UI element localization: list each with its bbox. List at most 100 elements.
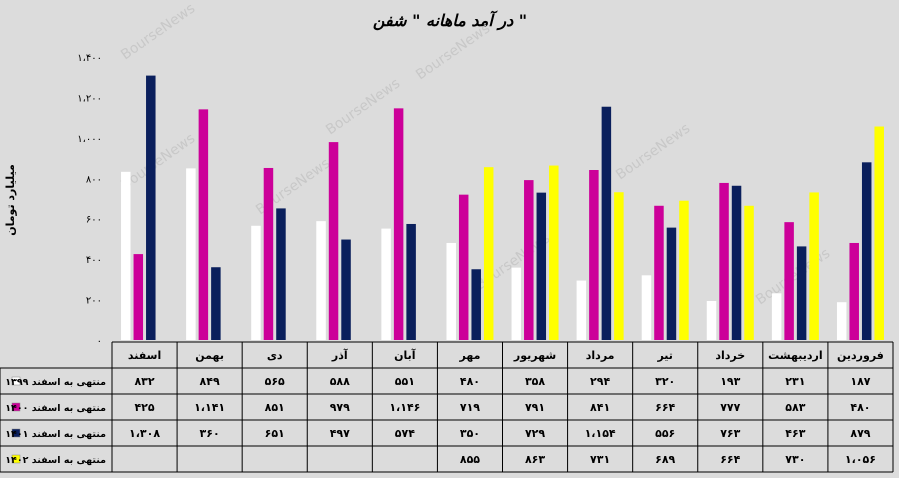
legend-swatch <box>11 402 21 412</box>
bar <box>706 300 717 340</box>
y-tick-label: ۶۰۰ <box>86 215 102 226</box>
legend-label: منتهی به اسفند ۱۳۹۹ <box>5 377 106 388</box>
legend-swatch <box>11 376 21 386</box>
bar <box>393 108 404 340</box>
bar <box>146 75 156 341</box>
data-label: ۴۸۰ <box>460 375 480 388</box>
bar <box>601 106 612 340</box>
y-axis: ۰ ۲۰۰ ۴۰۰ ۶۰۰ ۸۰۰ ۱،۰۰۰ ۱،۲۰۰ ۱،۴۰۰ <box>77 53 102 347</box>
data-label: ۳۲۰ <box>655 375 675 388</box>
bar <box>511 267 522 340</box>
data-label: ۸۳۲ <box>134 375 154 388</box>
bar <box>849 242 859 340</box>
data-label: ۷۱۹ <box>460 401 480 414</box>
bar <box>589 169 599 340</box>
x-tick-label: تیر <box>656 349 672 362</box>
bar <box>121 171 131 340</box>
data-label: ۱۹۳ <box>720 375 740 388</box>
bar <box>406 223 416 340</box>
bar <box>536 192 547 340</box>
data-label: ۷۷۷ <box>720 401 740 414</box>
bar <box>276 208 286 340</box>
data-label: ۵۸۸ <box>330 375 350 388</box>
bar <box>211 267 221 340</box>
chart-title: در آمد ماهانه " شفن " <box>373 10 527 31</box>
bar <box>328 142 339 340</box>
data-label: ۱،۱۴۶ <box>389 401 420 414</box>
x-tick-label: مهر <box>458 349 480 362</box>
data-label: ۷۹۱ <box>525 401 545 414</box>
bar <box>654 205 664 340</box>
bar <box>731 185 742 340</box>
y-tick-label: ۱،۴۰۰ <box>77 53 102 64</box>
data-table: فروردین اردیبهشت خرداد تیر مرداد شهریور مهر آبا… <box>0 341 894 473</box>
data-label: ۶۶۴ <box>720 453 740 466</box>
x-tick-label: خرداد <box>715 349 745 362</box>
data-label: ۸۴۹ <box>200 375 220 388</box>
data-label: ۹۷۹ <box>330 401 350 414</box>
y-tick-label: ۰ <box>97 336 102 347</box>
data-label: ۵۷۴ <box>395 427 415 440</box>
bar <box>133 254 144 340</box>
y-tick-label: ۱،۰۰۰ <box>77 134 102 145</box>
y-tick-label: ۸۰۰ <box>86 174 102 185</box>
data-label: ۵۶۵ <box>265 375 285 388</box>
y-tick-label: ۲۰۰ <box>86 296 102 307</box>
data-label: ۶۵۱ <box>265 427 285 440</box>
data-label: ۳۵۸ <box>525 375 545 388</box>
data-label: ۶۸۹ <box>655 453 675 466</box>
legend-swatch <box>11 454 21 464</box>
bar <box>263 167 274 340</box>
legend-label: منتهی به اسفند ۱۴۰۲ <box>5 455 106 466</box>
data-label: ۷۳۱ <box>590 453 610 466</box>
bar <box>251 225 261 340</box>
bar <box>471 269 481 340</box>
y-tick-label: ۱،۲۰۰ <box>77 93 102 104</box>
data-label: ۸۶۳ <box>525 453 545 466</box>
x-tick-label: آبان <box>394 348 416 362</box>
bar <box>719 182 729 340</box>
bar <box>641 275 652 340</box>
data-label: ۴۹۷ <box>330 427 350 440</box>
bar <box>796 246 807 340</box>
x-tick-label: بهمن <box>195 349 224 362</box>
bar <box>524 180 534 340</box>
bar <box>614 192 624 340</box>
bar <box>549 165 559 340</box>
legend-swatch <box>11 428 21 438</box>
y-axis-label: میلیارد تومان <box>4 164 17 236</box>
data-label: ۵۵۶ <box>655 427 675 440</box>
bar <box>316 221 326 340</box>
data-label: ۱،۰۵۶ <box>845 453 876 466</box>
bar <box>483 167 494 340</box>
bar <box>809 192 819 340</box>
data-label: ۱،۱۵۴ <box>585 427 616 440</box>
data-label: ۴۲۵ <box>134 401 154 414</box>
data-label: ۵۸۳ <box>785 401 805 414</box>
bar <box>836 302 847 340</box>
data-label: ۷۳۰ <box>785 453 805 466</box>
bar <box>576 280 587 340</box>
data-label: ۴۸۰ <box>850 401 870 414</box>
x-tick-label: مرداد <box>586 349 615 362</box>
bars <box>121 75 884 341</box>
bar <box>874 126 884 340</box>
x-tick-label: دی <box>267 349 283 362</box>
bar <box>186 168 196 340</box>
legend-label: منتهی به اسفند ۱۴۰۰ <box>5 403 106 414</box>
legend-label: منتهی به اسفند ۱۴۰۱ <box>5 429 106 440</box>
data-label: ۲۳۱ <box>785 375 805 388</box>
bar <box>458 194 469 340</box>
data-label: ۷۲۹ <box>525 427 545 440</box>
bar <box>744 205 754 340</box>
bar <box>198 109 209 340</box>
data-label: ۸۵۱ <box>265 401 285 414</box>
data-label: ۳۶۰ <box>200 427 220 440</box>
bar <box>381 228 391 340</box>
data-label: ۵۵۱ <box>395 375 415 388</box>
bar <box>341 239 351 340</box>
bar <box>679 200 689 340</box>
data-label: ۲۹۴ <box>590 375 610 388</box>
